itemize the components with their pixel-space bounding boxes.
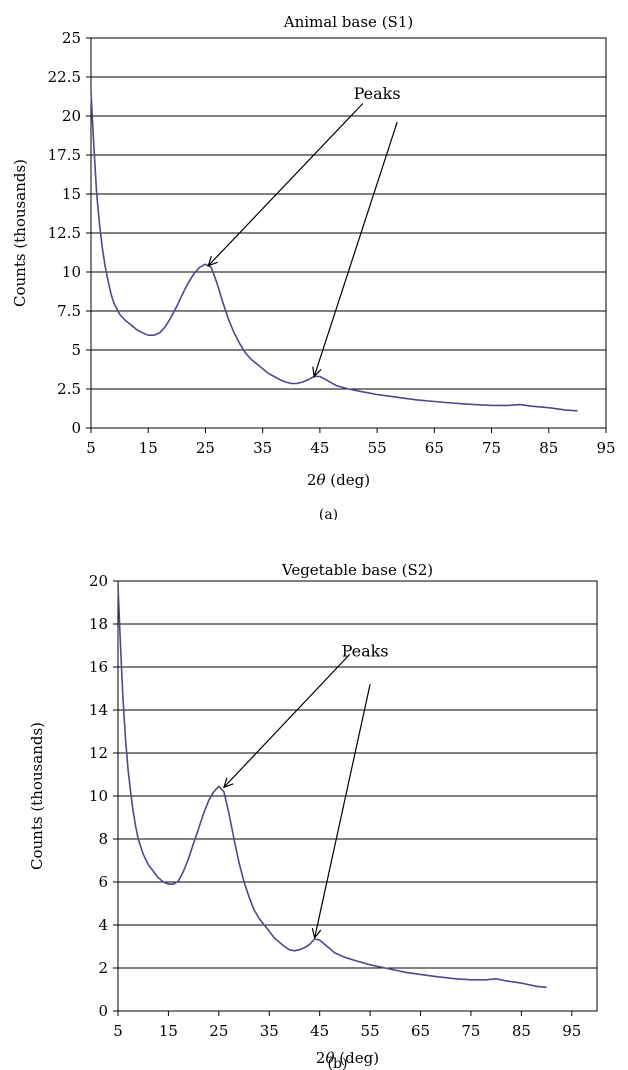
- y-tick-label: 15: [62, 185, 81, 203]
- annotation-arrowhead: [207, 256, 218, 267]
- y-tick-label: 7.5: [57, 302, 81, 320]
- annotation-arrow: [313, 122, 398, 377]
- x-tick-label: 35: [260, 1022, 279, 1040]
- annotation-arrow: [314, 684, 371, 939]
- chart-title: Vegetable base (S2): [281, 561, 433, 579]
- y-tick-label: 10: [89, 787, 108, 805]
- y-tick-label: 20: [62, 107, 81, 125]
- x-tick-label: 95: [596, 439, 615, 457]
- x-axis-label: 2θ (deg): [307, 471, 370, 489]
- annotation-peaks: Peaks: [354, 84, 401, 103]
- x-axis-label-prefix: 2: [307, 471, 317, 489]
- annotation-arrow: [223, 653, 351, 788]
- chart-title: Animal base (S1): [283, 13, 413, 31]
- x-tick-label: 65: [411, 1022, 430, 1040]
- x-axis-label-prefix: 2: [316, 1049, 326, 1067]
- y-tick-label: 8: [98, 830, 108, 848]
- y-tick-label: 14: [89, 701, 108, 719]
- y-tick-label: 4: [98, 916, 108, 934]
- y-tick-label: 25: [62, 29, 81, 47]
- x-tick-label: 15: [159, 1022, 178, 1040]
- y-tick-label: 22.5: [48, 68, 81, 86]
- x-tick-label: 85: [539, 439, 558, 457]
- y-tick-label: 0: [98, 1002, 108, 1020]
- x-tick-label: 95: [562, 1022, 581, 1040]
- y-tick-label: 5: [71, 341, 81, 359]
- y-tick-label: 10: [62, 263, 81, 281]
- y-tick-label: 20: [89, 572, 108, 590]
- x-tick-label: 65: [425, 439, 444, 457]
- x-tick-label: 85: [512, 1022, 531, 1040]
- x-tick-label: 5: [86, 439, 96, 457]
- x-tick-label: 55: [368, 439, 387, 457]
- annotation-arrow: [207, 103, 364, 267]
- annotation-arrowhead: [222, 777, 234, 789]
- x-tick-label: 55: [361, 1022, 380, 1040]
- series-line: [90, 92, 578, 412]
- y-tick-label: 12.5: [48, 224, 81, 242]
- x-tick-label: 75: [461, 1022, 480, 1040]
- chart-panel-b: 0 2 4 6 8 10 12 14 16 18 20 5 15 25 35 45 55 65 75 85 95 Vege…: [28, 561, 598, 1070]
- x-tick-label: 45: [310, 1022, 329, 1040]
- y-tick-label: 16: [89, 658, 108, 676]
- y-axis-label: Counts (thousands): [11, 159, 29, 307]
- annotation-arrowhead: [312, 366, 322, 378]
- x-tick-label: 15: [139, 439, 158, 457]
- x-axis-label-unit: (deg): [326, 471, 371, 489]
- y-tick-label: 18: [89, 615, 108, 633]
- y-tick-label: 2: [98, 959, 108, 977]
- series-line: [117, 585, 547, 989]
- annotation-arrowhead: [311, 928, 322, 940]
- chart-panel-a: 0 2.5 5 7.5 10 12.5 15 17.5 20 22.5 25 5 15 25 35 45 55 6…: [11, 13, 616, 520]
- y-tick-label: 6: [98, 873, 108, 891]
- x-axis-label: 2θ (deg): [316, 1049, 379, 1067]
- x-tick-label: 75: [482, 439, 501, 457]
- x-tick-label: 45: [310, 439, 329, 457]
- y-axis-label: Counts (thousands): [28, 722, 46, 870]
- x-tick-label: 25: [196, 439, 215, 457]
- y-tick-label: 2.5: [57, 380, 81, 398]
- y-tick-label: 0: [71, 419, 81, 437]
- annotation-peaks: Peaks: [342, 641, 389, 660]
- figure-caption: (a): [319, 507, 338, 520]
- x-tick-label: 35: [253, 439, 272, 457]
- figure-caption: (b): [328, 1056, 348, 1070]
- x-axis-label-symbol: θ: [316, 471, 325, 489]
- y-tick-label: 17.5: [48, 146, 81, 164]
- y-tick-label: 12: [89, 744, 108, 762]
- x-axis-label-symbol: θ: [325, 1049, 334, 1067]
- x-tick-label: 5: [113, 1022, 123, 1040]
- x-tick-label: 25: [209, 1022, 228, 1040]
- x-axis-label-unit: (deg): [335, 1049, 380, 1067]
